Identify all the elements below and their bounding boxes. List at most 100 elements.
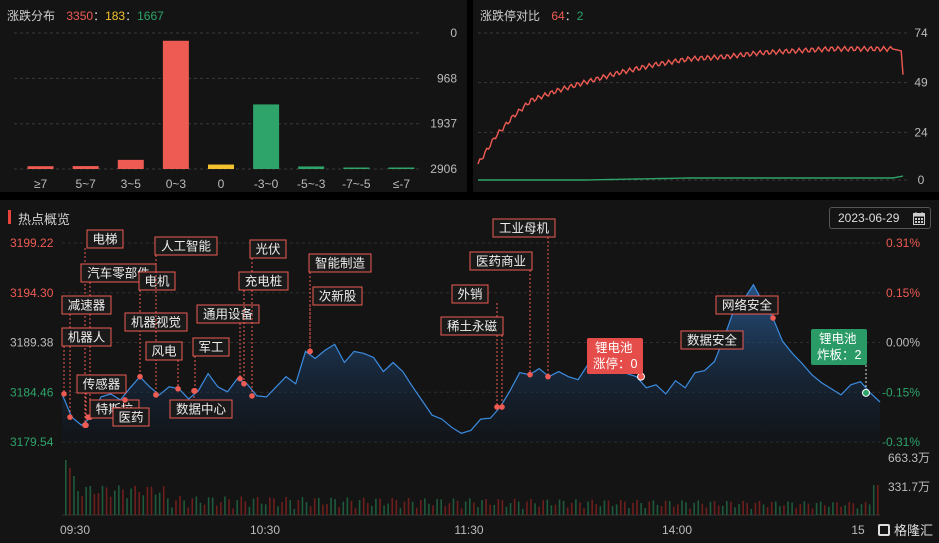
- hot-tag-box[interactable]: [469, 251, 533, 271]
- tag-point: [307, 348, 313, 355]
- hot-tag-label[interactable]: 网络安全: [722, 298, 773, 313]
- volume-bar: [424, 498, 426, 515]
- hot-tag-box[interactable]: [715, 295, 779, 315]
- y-tick-label: 24: [914, 125, 928, 139]
- volume-bar: [860, 504, 863, 515]
- time-tick-label: 14:00: [662, 523, 692, 537]
- volume-bar: [313, 498, 316, 515]
- hot-tag-label[interactable]: 电机: [144, 275, 170, 289]
- bar: [388, 167, 415, 169]
- hot-tag-box[interactable]: [492, 218, 556, 238]
- hot-tag-label[interactable]: 军工: [198, 341, 223, 355]
- volume-bar: [460, 508, 463, 515]
- hot-tag-label[interactable]: 外销: [457, 288, 482, 302]
- tag-point: [494, 404, 500, 410]
- callout-box[interactable]: [811, 329, 867, 365]
- hot-tag-label[interactable]: 次新股: [319, 289, 357, 304]
- volume-bar: [795, 507, 797, 515]
- x-tick-label: -5~-3: [297, 177, 326, 191]
- volume-bar: [419, 500, 422, 515]
- hot-tag-label[interactable]: 传感器: [83, 377, 121, 392]
- callout-box[interactable]: [587, 338, 643, 374]
- volume-bar: [636, 499, 638, 515]
- volume-bar: [350, 500, 353, 515]
- date-value: 2023-06-29: [838, 211, 900, 225]
- volume-bar: [444, 506, 447, 515]
- hot-tag-box[interactable]: [451, 284, 489, 304]
- volume-bar: [317, 497, 320, 515]
- volume-bar: [256, 497, 259, 515]
- tag-point: [61, 391, 67, 397]
- date-picker[interactable]: 2023-06-29: [829, 207, 931, 229]
- hot-tag-label[interactable]: 机器视觉: [131, 315, 181, 330]
- hot-tag-label[interactable]: 光伏: [255, 243, 281, 257]
- limit-ratio-title-text: 涨跌停对比: [480, 9, 541, 23]
- hot-tag-box[interactable]: [145, 341, 183, 361]
- volume-bar: [138, 491, 141, 515]
- hot-tag-label[interactable]: 医药商业: [476, 254, 526, 269]
- bar: [27, 166, 54, 169]
- hot-tag-box[interactable]: [112, 407, 150, 427]
- volume-bar: [236, 500, 238, 515]
- hot-tag-box[interactable]: [154, 236, 218, 256]
- flat-count: 183: [105, 9, 126, 23]
- hot-tag-label[interactable]: 稀土永磁: [447, 319, 498, 334]
- hot-tag-box[interactable]: [308, 253, 372, 273]
- y-tick-label: 74: [914, 26, 928, 40]
- hot-tag-label[interactable]: 汽车零部件: [87, 266, 150, 281]
- hot-tag-label[interactable]: 智能制造: [315, 256, 366, 271]
- volume-bar: [774, 501, 777, 515]
- brand-logo: 格隆汇: [877, 520, 933, 539]
- hot-tag-box[interactable]: [76, 374, 127, 394]
- volume-bar: [301, 497, 304, 515]
- volume-bar: [448, 503, 451, 515]
- volume-bar: [305, 502, 308, 515]
- volume-bar: [371, 505, 373, 515]
- hot-tag-box[interactable]: [61, 295, 112, 315]
- hot-tag-box[interactable]: [138, 271, 176, 291]
- volume-bar: [513, 498, 516, 515]
- volume-bar: [611, 506, 614, 515]
- hot-tag-box[interactable]: [192, 337, 230, 357]
- hot-tag-box[interactable]: [238, 271, 289, 291]
- volume-bar: [754, 502, 757, 515]
- calendar-icon[interactable]: [913, 212, 925, 228]
- callout-point: [862, 388, 870, 397]
- hot-tag-box[interactable]: [86, 229, 124, 249]
- hot-tag-label[interactable]: 充电桩: [245, 274, 283, 289]
- volume-bar: [191, 498, 194, 515]
- title-accent: [8, 210, 11, 224]
- hot-tag-label[interactable]: 机器人: [68, 331, 106, 345]
- price-area: [62, 284, 880, 442]
- hot-tag-label[interactable]: 工业母机: [499, 222, 550, 236]
- separator: ：: [93, 9, 106, 23]
- volume-bar: [167, 498, 169, 515]
- hot-tag-label[interactable]: 通用设备: [203, 307, 254, 322]
- volume-bar: [648, 501, 651, 515]
- hot-tag-label[interactable]: 医药: [118, 411, 143, 425]
- hot-tag-box[interactable]: [312, 286, 363, 306]
- hot-tag-label[interactable]: 数据安全: [687, 333, 738, 348]
- hot-tag-label[interactable]: 人工智能: [161, 239, 212, 254]
- hot-tag-box[interactable]: [680, 330, 744, 350]
- volume-bar: [599, 506, 602, 515]
- hot-tag-label[interactable]: 电梯: [92, 233, 117, 247]
- hot-tag-box[interactable]: [169, 399, 233, 419]
- volume-bar: [660, 505, 663, 515]
- volume-bar: [787, 501, 789, 515]
- time-tick-label: 15: [851, 523, 865, 537]
- hot-tag-box[interactable]: [249, 239, 287, 259]
- volume-bar: [681, 500, 683, 515]
- volume-bar: [269, 497, 271, 515]
- volume-bar: [134, 485, 136, 515]
- volume-bar: [383, 505, 385, 515]
- hot-tag-label[interactable]: 减速器: [68, 299, 106, 313]
- hot-tag-box[interactable]: [440, 316, 504, 336]
- hot-tag-label[interactable]: 风电: [151, 345, 177, 359]
- hot-tag-box[interactable]: [61, 327, 112, 347]
- volume-bar: [844, 505, 846, 515]
- hot-tag-label[interactable]: 数据中心: [176, 402, 227, 417]
- volume-bar: [734, 507, 736, 515]
- volume-bar: [726, 501, 728, 515]
- volume-bar: [546, 499, 549, 515]
